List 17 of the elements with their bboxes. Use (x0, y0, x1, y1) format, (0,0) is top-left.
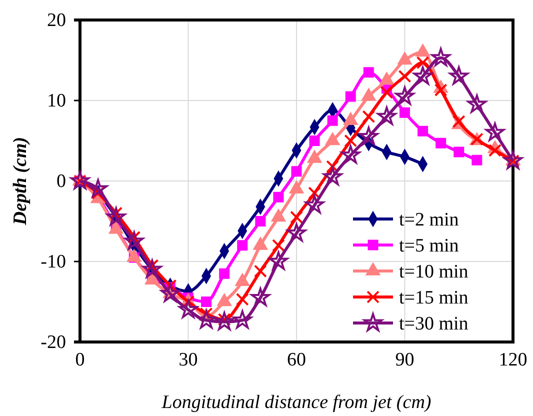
x-tick-label: 90 (395, 349, 414, 370)
y-tick-label: 0 (56, 171, 66, 192)
legend-label: t=5 min (399, 236, 460, 257)
y-axis-title: Depth (cm) (10, 136, 31, 226)
x-axis-title: Longitudinal distance from jet (cm) (160, 392, 432, 413)
legend-label: t=15 min (399, 288, 469, 309)
y-tick-label: -20 (40, 332, 66, 354)
x-tick-label: 120 (498, 349, 528, 370)
legend-label: t=30 min (399, 314, 469, 335)
legend-label: t=2 min (399, 210, 460, 231)
y-tick-label: 20 (47, 10, 66, 32)
y-tick-label: -10 (40, 252, 66, 273)
x-tick-label: 60 (287, 349, 306, 370)
legend-label: t=10 min (399, 262, 469, 283)
y-tick-label: 10 (47, 90, 66, 112)
x-tick-label: 30 (178, 349, 198, 370)
x-tick-label: 0 (75, 349, 85, 370)
